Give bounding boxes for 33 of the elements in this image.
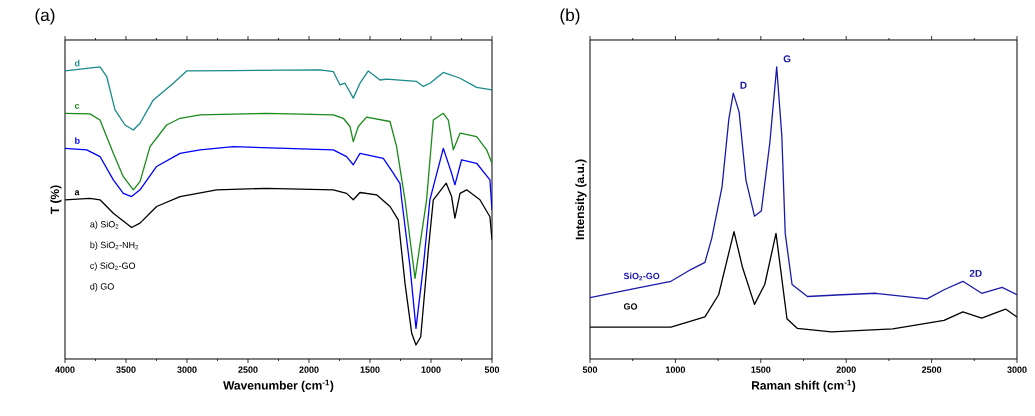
series-label: GO	[623, 303, 638, 310]
y-axis-title: T (%)	[50, 185, 62, 214]
annotation: d) GO	[90, 283, 114, 292]
x-tick-label: 1500	[751, 366, 771, 373]
series-label: SiO$_{2}$-GO	[623, 272, 660, 281]
x-tick-label: 1000	[666, 366, 686, 373]
x-tick-label: 2000	[836, 366, 856, 373]
x-tick-label: 500	[582, 366, 598, 373]
x-tick-label: 2500	[238, 366, 258, 373]
x-tick-label: 3000	[1007, 366, 1027, 373]
x-tick-label: 3500	[116, 366, 136, 373]
x-tick-label: 1500	[360, 366, 380, 373]
chart-title: (a)	[35, 8, 55, 25]
series-label: b	[75, 137, 80, 144]
x-tick-label: 2000	[299, 366, 319, 373]
x-tick-label: 3000	[177, 366, 197, 373]
y-axis-title: Intensity (a.u.)	[575, 159, 587, 240]
annotation: c) SiO$_{2}$-GO	[90, 262, 136, 271]
x-tick-label: 4000	[55, 366, 75, 373]
series-label: c	[74, 103, 80, 109]
annotation: D	[740, 81, 747, 89]
x-axis-title: Wavenumber (cm$^{-1}$)	[223, 379, 334, 393]
x-tick-label: 1000	[421, 366, 441, 373]
series-label: d	[74, 59, 80, 67]
x-tick-label: 500	[484, 366, 500, 373]
annotation: G	[783, 55, 791, 63]
annotation: b) SiO$_{2}$-NH$_{2}$	[90, 241, 139, 250]
chart-title: (b)	[560, 8, 580, 25]
series-label: a	[74, 190, 80, 196]
x-tick-label: 2500	[921, 366, 942, 373]
x-axis-title: Raman shift (cm$^{-1}$)	[752, 379, 856, 393]
annotation: 2D	[969, 269, 982, 277]
annotation: a) SiO$_{2}$	[90, 220, 119, 230]
